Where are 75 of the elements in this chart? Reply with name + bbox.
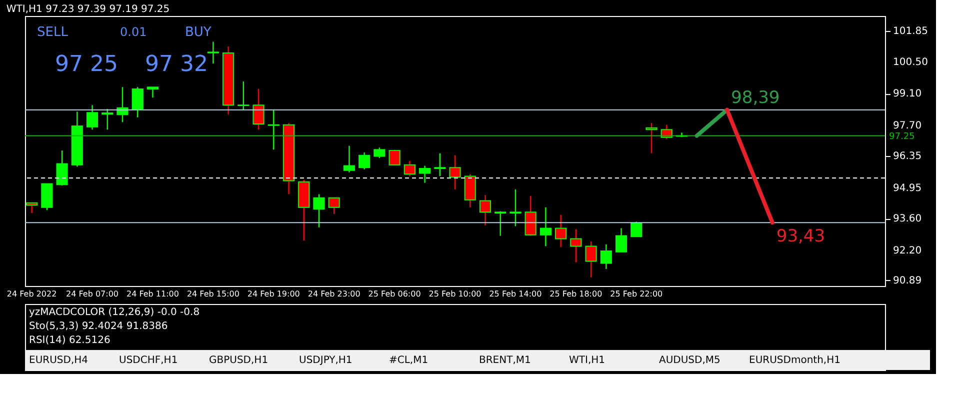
candlestick: [86, 104, 98, 130]
candlestick: [328, 197, 340, 215]
candlestick: [207, 41, 219, 64]
y-tick-label: 96.35: [893, 151, 922, 162]
candlestick: [600, 244, 612, 270]
x-tick-label: 24 Feb 11:00: [126, 290, 179, 298]
candlestick: [388, 149, 400, 166]
candlestick: [510, 188, 522, 227]
candlestick: [479, 194, 492, 226]
text: EURUSDmonth,H1: [749, 355, 840, 366]
candlestick: [132, 86, 144, 118]
annotation: SELL: [37, 25, 69, 40]
candlestick: [313, 194, 325, 228]
y-tick-label: 101.85: [893, 26, 928, 38]
candlestick: [494, 210, 506, 236]
candlestick: [41, 183, 53, 211]
candlestick: [56, 150, 68, 186]
x-tick-label: 24 Feb 19:00: [247, 290, 300, 298]
candlestick: [374, 146, 386, 159]
text: RSI(14) 62.5126: [29, 335, 110, 346]
candlestick: [358, 152, 370, 170]
text: EURUSD,H4: [29, 355, 88, 366]
candlestick: [570, 228, 582, 263]
text: Sto(5,3,3) 92.4024 91.8386: [29, 321, 168, 332]
text: USDJPY,H1: [299, 355, 352, 366]
candlestick: [238, 80, 250, 110]
x-tick-label: 25 Feb 06:00: [368, 290, 421, 298]
y-tick-label: 99.10: [893, 88, 922, 100]
annotation: BUY: [185, 25, 212, 40]
ref-line-label: 97.25: [889, 132, 915, 142]
x-tick-label: 24 Feb 23:00: [308, 290, 360, 298]
chart-title: WTI,H1 97.23 97.39 97.19 97.25: [6, 4, 170, 15]
text: AUDUSD,M5: [659, 355, 720, 366]
y-tick-label: 94.95: [893, 183, 922, 194]
candlestick: [404, 160, 416, 177]
text: BRENT,M1: [479, 355, 531, 366]
x-tick-label: 24 Feb 15:00: [186, 290, 240, 298]
candlestick: [26, 202, 38, 214]
candlestick: [524, 195, 536, 236]
candlestick: [555, 214, 567, 248]
candlestick: [268, 109, 280, 150]
candlestick: [146, 86, 159, 98]
candlestick: [585, 240, 597, 278]
y-tick-label: 100.50: [893, 56, 928, 68]
candlestick: [418, 165, 431, 184]
candlestick: [615, 228, 628, 253]
annotation: 97 32: [145, 52, 208, 77]
candlestick: [449, 154, 461, 190]
candlestick: [646, 122, 658, 154]
candlestick: [464, 174, 476, 208]
y-tick-label: 97.70: [893, 120, 922, 132]
text: WTI,H1: [569, 355, 606, 366]
candlestick: [434, 152, 446, 177]
candlestick: [630, 221, 642, 238]
y-tick-label: 92.20: [893, 246, 922, 257]
candlestick: [343, 145, 355, 173]
candlestick: [102, 108, 114, 130]
text: USDCHF,H1: [119, 355, 178, 366]
candlestick: [540, 206, 552, 247]
text: yzMACDCOLOR (12,26,9) -0.0 -0.8: [29, 307, 200, 318]
y-tick-label: 93.60: [893, 214, 922, 225]
x-tick-label: 25 Feb 10:00: [428, 290, 482, 298]
x-tick-label: 24 Feb 07:00: [66, 290, 118, 298]
x-tick-label: 25 Feb 14:00: [489, 290, 542, 298]
series-label: 98,39: [731, 88, 780, 108]
text: GBPUSD,H1: [209, 355, 268, 366]
x-tick-label: 25 Feb 18:00: [550, 290, 602, 298]
candlestick: [252, 88, 264, 130]
annotation: 97 25: [55, 52, 118, 77]
series-label: 93,43: [776, 226, 826, 247]
text: #CL,M1: [389, 355, 428, 366]
y-tick-label: 90.89: [893, 275, 922, 286]
annotation: 0.01: [120, 25, 147, 39]
x-tick-label: 25 Feb 22:00: [610, 290, 663, 298]
x-tick-label: 24 Feb 2022: [6, 290, 57, 298]
